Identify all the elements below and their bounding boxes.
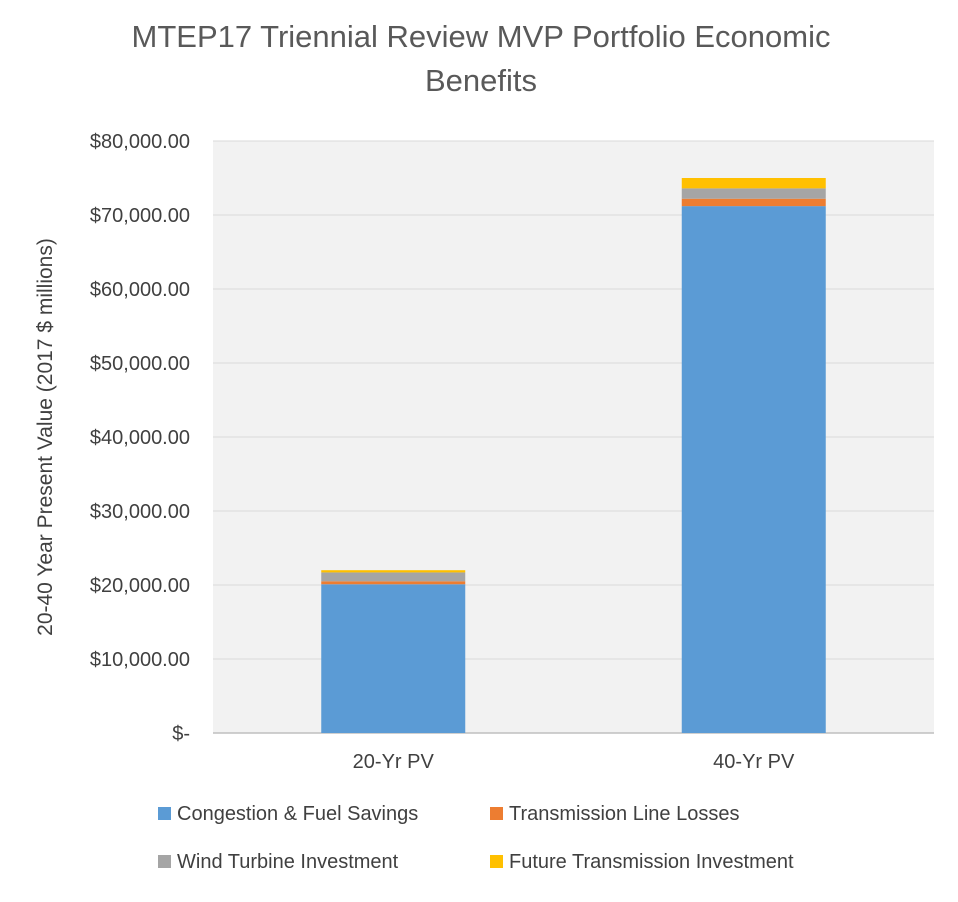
bar-40-yr-pv-series-2 — [681, 188, 826, 199]
y-tick-label: $70,000.00 — [90, 205, 190, 227]
legend-swatch — [158, 855, 171, 868]
chart-title-line-1: MTEP17 Triennial Review MVP Portfolio Ec… — [132, 19, 831, 54]
x-tick-label: 40-Yr PV — [713, 751, 795, 773]
legend-label: Transmission Line Losses — [509, 803, 739, 825]
legend: Congestion & Fuel Savings Transmission Li… — [158, 803, 794, 873]
legend-label: Wind Turbine Investment — [177, 851, 399, 873]
bar-20-yr-pv-series-3 — [321, 570, 466, 573]
x-tick-label: 20-Yr PV — [353, 751, 435, 773]
x-axis-ticks: 20-Yr PV 40-Yr PV — [353, 751, 795, 773]
bar-20-yr-pv-series-1 — [321, 581, 466, 585]
legend-item: Future Transmission Investment — [490, 851, 794, 873]
chart-title: MTEP17 Triennial Review MVP Portfolio Ec… — [132, 19, 831, 98]
bar-40-yr-pv-series-1 — [681, 198, 826, 207]
legend-item: Congestion & Fuel Savings — [158, 803, 418, 825]
y-tick-label: $50,000.00 — [90, 353, 190, 375]
legend-label: Future Transmission Investment — [509, 851, 794, 873]
legend-swatch — [490, 807, 503, 820]
legend-item: Transmission Line Losses — [490, 803, 739, 825]
bars — [321, 178, 826, 733]
y-tick-label: $30,000.00 — [90, 501, 190, 523]
chart-title-line-2: Benefits — [425, 63, 537, 98]
y-tick-label: $20,000.00 — [90, 575, 190, 597]
y-axis-ticks: $- $10,000.00 $20,000.00 $30,000.00 $40,000.… — [90, 131, 190, 745]
y-tick-label: $10,000.00 — [90, 649, 190, 671]
y-tick-label: $80,000.00 — [90, 131, 190, 153]
bar-40-yr-pv-series-3 — [681, 178, 826, 189]
y-tick-label: $- — [172, 723, 190, 745]
y-tick-label: $60,000.00 — [90, 279, 190, 301]
bar-20-yr-pv-series-2 — [321, 572, 466, 582]
legend-swatch — [490, 855, 503, 868]
y-tick-label: $40,000.00 — [90, 427, 190, 449]
legend-swatch — [158, 807, 171, 820]
bar-20-yr-pv-series-0 — [321, 584, 466, 733]
bar-40-yr-pv-series-0 — [681, 206, 826, 733]
legend-label: Congestion & Fuel Savings — [177, 803, 418, 825]
legend-item: Wind Turbine Investment — [158, 851, 399, 873]
y-axis-label: 20-40 Year Present Value (2017 $ million… — [34, 238, 57, 636]
